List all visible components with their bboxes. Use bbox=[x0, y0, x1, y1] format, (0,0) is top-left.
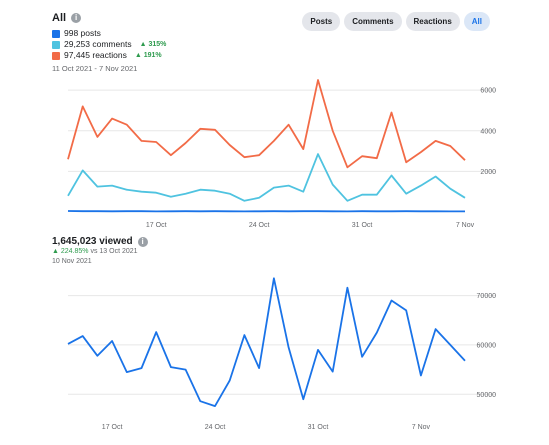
date-range: 11 Oct 2021 - 7 Nov 2021 bbox=[52, 64, 138, 73]
x-tick-label: 31 Oct bbox=[308, 424, 329, 431]
tab-comments[interactable]: Comments bbox=[344, 12, 402, 31]
y-tick-label: 60000 bbox=[477, 342, 497, 349]
legend-label: 998 posts bbox=[64, 28, 101, 38]
interactions-line-chart: 2000 4000 6000 17 Oct 24 Oct 31 Oct 7 Nov bbox=[67, 79, 496, 229]
posts-swatch bbox=[52, 29, 60, 38]
y-tick-label: 2000 bbox=[480, 169, 496, 176]
views-title: 1,645,023 viewed bbox=[52, 236, 133, 247]
tab-all[interactable]: All bbox=[463, 12, 490, 31]
legend-item-posts: 998 posts bbox=[52, 28, 166, 39]
series-line-reactions bbox=[67, 79, 466, 169]
y-tick-label: 6000 bbox=[480, 88, 496, 95]
y-tick-label: 50000 bbox=[477, 392, 497, 399]
views-delta-compare: vs 13 Oct 2021 bbox=[90, 248, 138, 255]
views-header: 1,645,023 viewed i bbox=[52, 236, 148, 247]
panel-title: All bbox=[52, 12, 67, 24]
views-date: 10 Nov 2021 bbox=[52, 258, 92, 265]
views-delta-value: ▲ 224.85% bbox=[52, 248, 89, 255]
x-tick-label: 17 Oct bbox=[102, 424, 123, 431]
views-line-chart: 50000 60000 70000 17 Oct 24 Oct 31 Oct 7 Nov bbox=[67, 277, 497, 431]
info-icon[interactable]: i bbox=[137, 236, 148, 247]
tab-posts[interactable]: Posts bbox=[302, 12, 341, 31]
info-icon[interactable]: i bbox=[71, 13, 82, 23]
tab-reactions[interactable]: Reactions bbox=[405, 12, 460, 31]
comments-swatch bbox=[52, 40, 60, 49]
y-tick-label: 4000 bbox=[480, 128, 496, 135]
reactions-swatch bbox=[52, 51, 60, 60]
comments-delta: ▲ 315% bbox=[139, 41, 167, 48]
legend-label: 29,253 comments bbox=[64, 39, 132, 49]
x-tick-label: 7 Nov bbox=[456, 222, 475, 229]
interactions-panel: All i 998 posts 29,253 comments ▲ 315% 9… bbox=[48, 8, 504, 234]
filter-tabs: Posts Comments Reactions All bbox=[302, 12, 490, 31]
x-tick-label: 17 Oct bbox=[146, 222, 167, 229]
views-panel: 1,645,023 viewed i ▲ 224.85% vs 13 Oct 2… bbox=[48, 234, 504, 434]
x-tick-label: 24 Oct bbox=[205, 424, 226, 431]
series-line-0 bbox=[67, 277, 466, 408]
x-tick-label: 7 Nov bbox=[412, 424, 431, 431]
reactions-delta: ▲ 191% bbox=[134, 52, 162, 59]
legend-item-comments: 29,253 comments ▲ 315% bbox=[52, 39, 166, 50]
legend-item-reactions: 97,445 reactions ▲ 191% bbox=[52, 50, 166, 61]
x-tick-label: 31 Oct bbox=[352, 222, 373, 229]
views-delta: ▲ 224.85% vs 13 Oct 2021 bbox=[52, 248, 138, 255]
legend-label: 97,445 reactions bbox=[64, 50, 127, 60]
panel-header: All i bbox=[52, 12, 82, 24]
legend: 998 posts 29,253 comments ▲ 315% 97,445 … bbox=[52, 28, 166, 61]
series-line-comments bbox=[67, 153, 466, 202]
x-tick-label: 24 Oct bbox=[249, 222, 270, 229]
y-tick-label: 70000 bbox=[477, 293, 497, 300]
